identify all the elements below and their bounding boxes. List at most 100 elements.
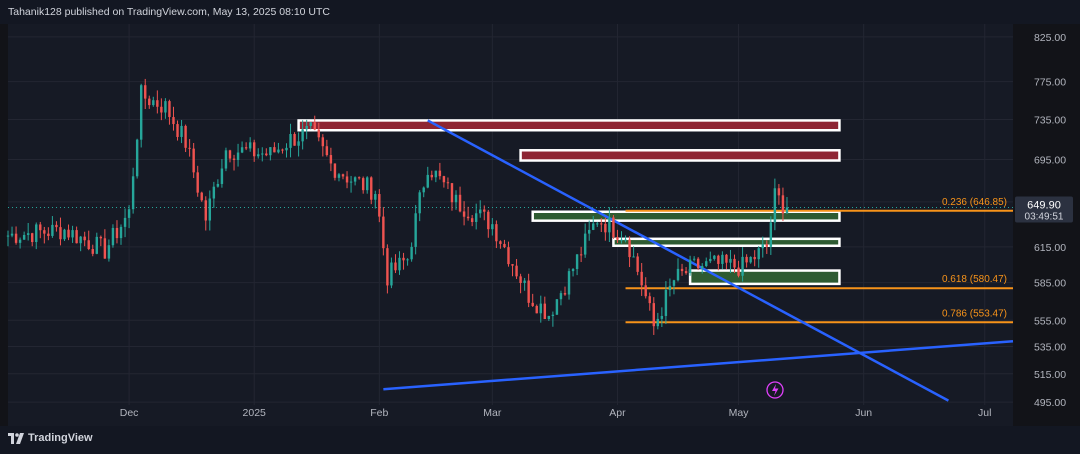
y-tick-label: 585.00 — [1034, 278, 1066, 290]
candle-body — [353, 177, 357, 182]
candle-body — [474, 213, 478, 222]
candle-body — [349, 181, 353, 183]
candle-body — [168, 101, 171, 118]
candle — [757, 246, 760, 268]
candle-body — [176, 124, 179, 137]
x-tick-label: 2025 — [243, 407, 267, 419]
candle — [426, 166, 429, 189]
trendline — [427, 119, 950, 402]
candle — [567, 268, 571, 300]
candle — [378, 189, 381, 223]
candle-body — [293, 134, 296, 146]
candle-body — [289, 134, 292, 148]
candle — [273, 142, 276, 153]
candle — [773, 178, 777, 231]
candle — [220, 159, 224, 188]
candle-body — [612, 217, 615, 238]
candle-body — [212, 186, 216, 199]
candle — [531, 293, 534, 307]
candle — [252, 139, 256, 162]
candle — [402, 252, 405, 270]
candle — [737, 260, 740, 278]
candle-body — [672, 280, 676, 286]
candle-body — [95, 236, 99, 254]
candle-body — [519, 276, 522, 283]
candle — [406, 258, 409, 266]
candle-body — [317, 129, 320, 138]
candle — [370, 176, 373, 205]
candle-body — [640, 271, 643, 286]
candle — [301, 120, 304, 150]
candle — [709, 251, 712, 264]
tradingview-logo[interactable]: TradingView — [8, 432, 93, 444]
x-tick-label: Apr — [609, 407, 626, 419]
candle — [648, 292, 651, 311]
candle-body — [709, 258, 712, 262]
candle-body — [543, 303, 547, 320]
candle — [269, 147, 272, 161]
candle-body — [216, 183, 220, 187]
candle-body — [144, 85, 147, 99]
candle-body — [357, 177, 361, 179]
candle — [418, 190, 421, 222]
candle-body — [741, 256, 744, 276]
candle-body — [196, 172, 199, 193]
candle-body — [366, 177, 369, 191]
candle-body — [6, 235, 10, 237]
candle — [204, 196, 207, 231]
candle-body — [628, 239, 631, 258]
candle — [624, 235, 627, 243]
candle-body — [688, 259, 692, 274]
candle — [107, 239, 111, 262]
candle — [753, 250, 756, 267]
candle-body — [63, 229, 66, 240]
candle-body — [71, 230, 74, 238]
candle-body — [14, 233, 18, 243]
candle — [119, 224, 123, 245]
candle-body — [773, 188, 777, 223]
candle — [628, 236, 631, 268]
candle-body — [749, 256, 752, 263]
candle-body — [188, 147, 191, 149]
candle — [341, 173, 345, 180]
candle-body — [103, 238, 107, 259]
candle-body — [87, 240, 90, 250]
lightning-bolt-icon — [772, 384, 779, 396]
candle — [325, 139, 329, 157]
candle — [232, 154, 236, 171]
tv-logo-icon — [8, 432, 24, 444]
candle-body — [370, 177, 373, 200]
candle — [749, 256, 752, 264]
candle — [71, 225, 74, 243]
candle-body — [248, 142, 252, 149]
candle-body — [79, 236, 82, 244]
candle-body — [725, 254, 728, 263]
candle-body — [713, 255, 716, 259]
candle — [115, 220, 119, 244]
candle — [180, 119, 183, 144]
candle — [515, 259, 518, 280]
candle — [705, 257, 708, 268]
x-tick-label: Mar — [483, 407, 502, 419]
candle — [479, 200, 482, 218]
candle-body — [273, 147, 276, 153]
candle — [547, 315, 551, 321]
candle — [579, 246, 583, 263]
candle-body — [329, 155, 333, 164]
candle-body — [39, 224, 42, 231]
candle-body — [470, 218, 474, 222]
candle-body — [123, 217, 127, 227]
candle — [680, 263, 684, 276]
candle — [321, 134, 325, 157]
candle — [410, 242, 413, 262]
candle — [386, 244, 389, 294]
candle — [450, 182, 454, 211]
candle — [87, 230, 90, 251]
y-tick-label: 695.00 — [1034, 154, 1066, 166]
candle-body — [228, 150, 232, 159]
y-tick-label: 555.00 — [1034, 315, 1066, 327]
candle — [527, 273, 530, 308]
candle — [18, 237, 22, 249]
candle — [309, 122, 312, 130]
